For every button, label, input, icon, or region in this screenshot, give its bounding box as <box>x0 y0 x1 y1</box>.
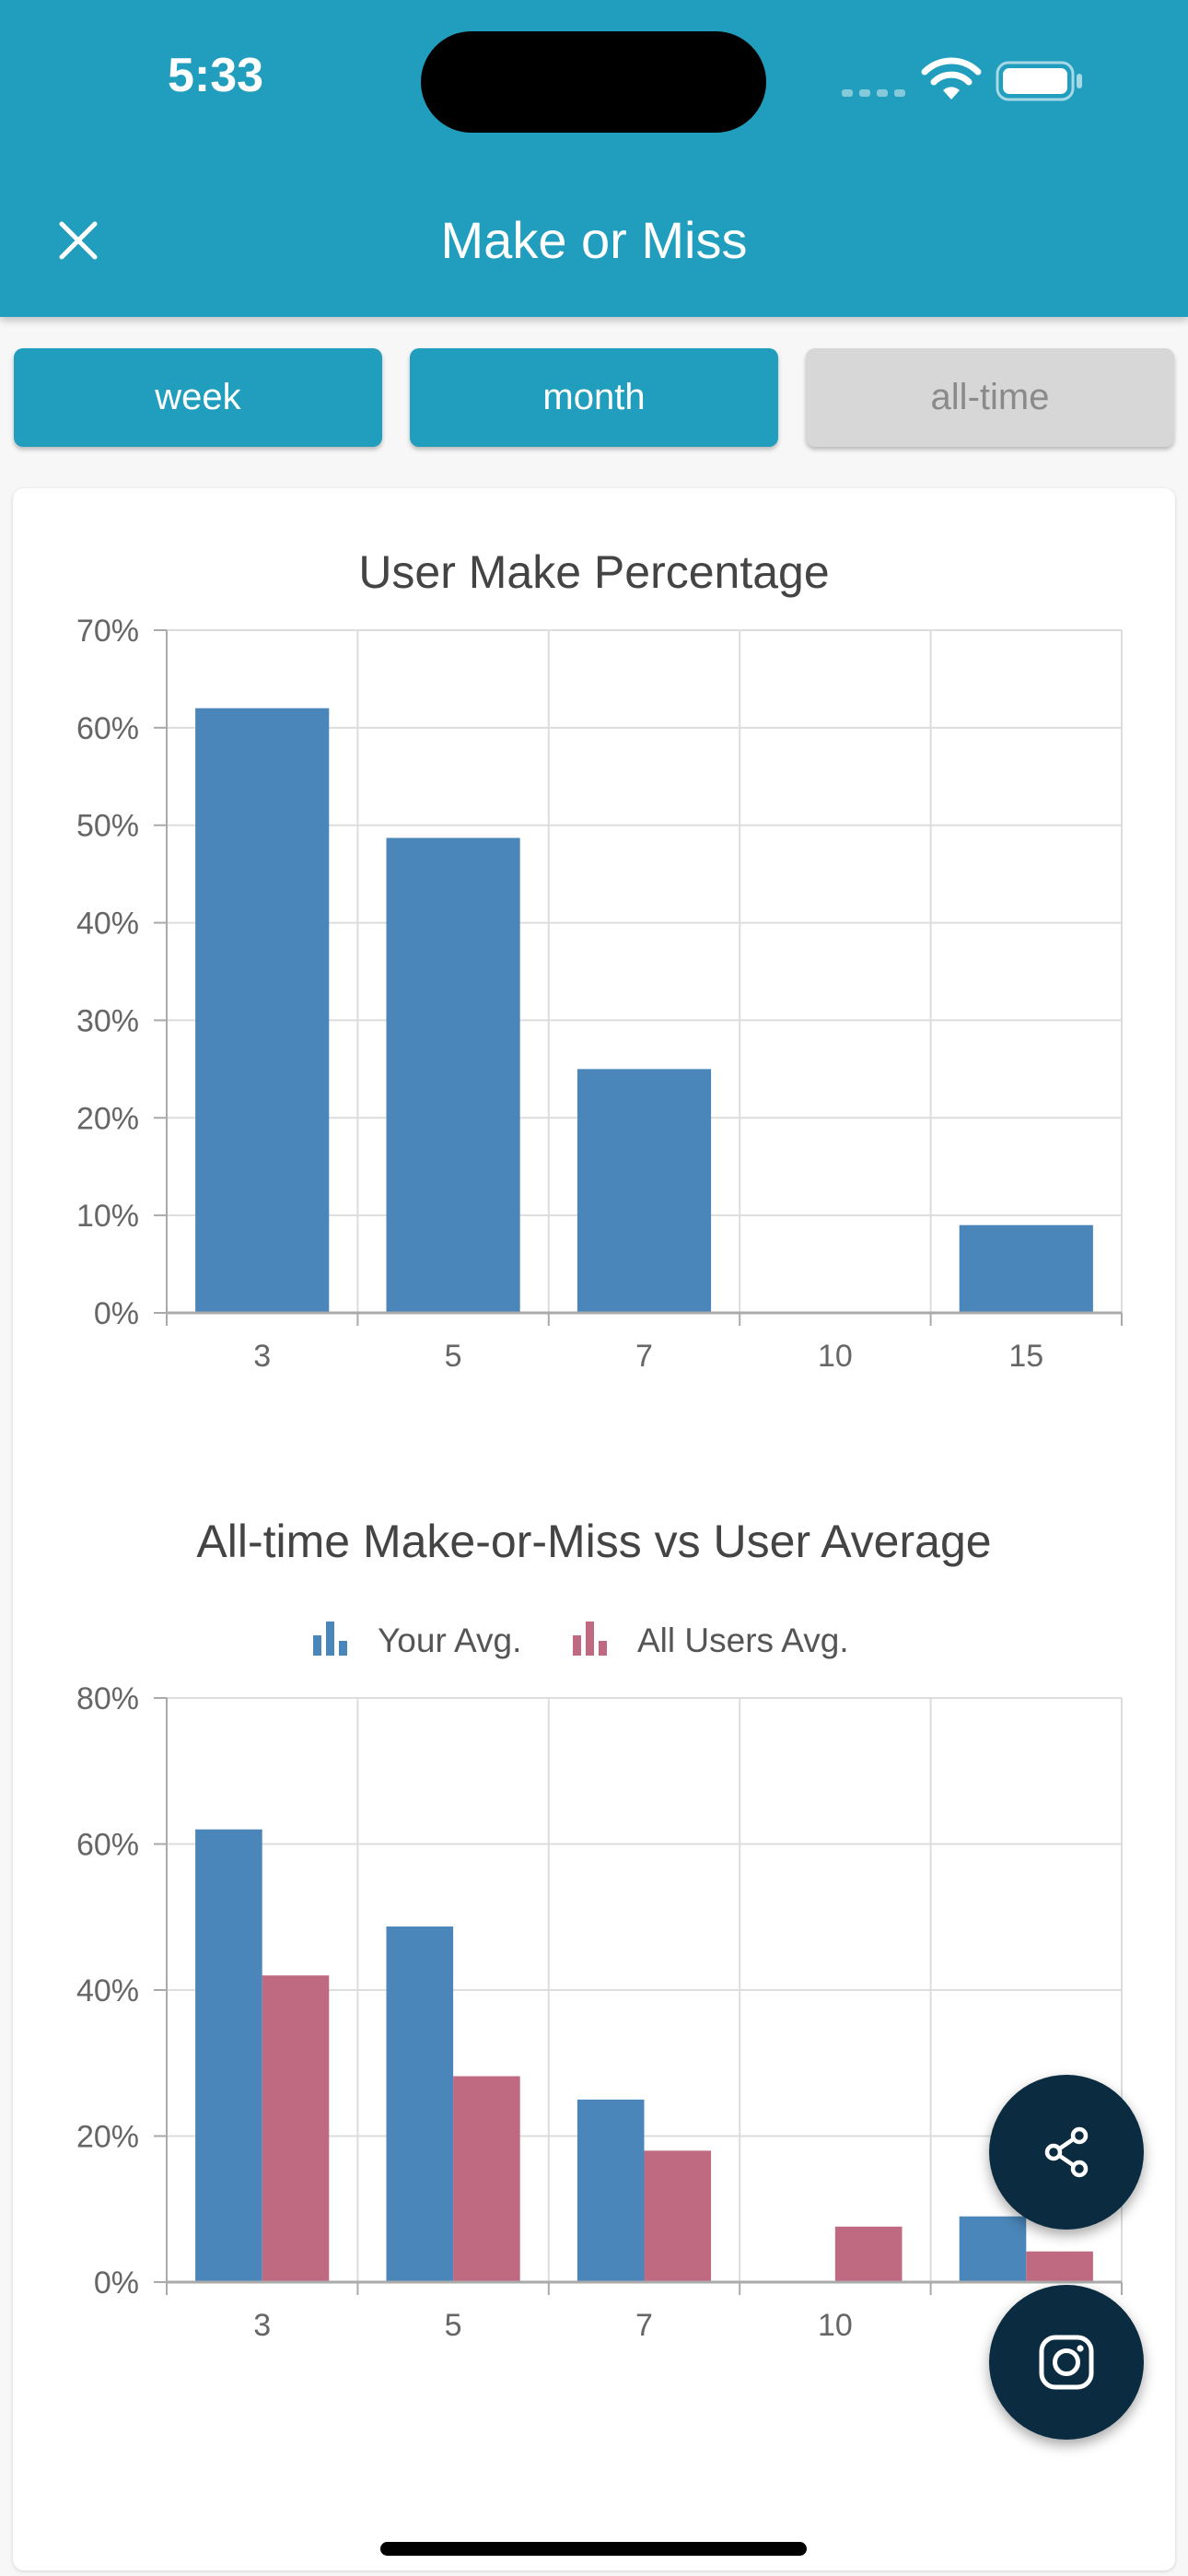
chart-title: User Make Percentage <box>358 546 829 598</box>
chart-title: All-time Make-or-Miss vs User Average <box>196 1516 991 1567</box>
dynamic-island <box>421 31 766 133</box>
y-tick-label: 70% <box>76 614 139 649</box>
bar-all-users-avg-10[interactable] <box>834 2226 903 2282</box>
y-tick-label: 60% <box>76 1828 139 1863</box>
legend-swatch <box>599 1641 607 1656</box>
bar-your-avg-5[interactable] <box>386 1926 454 2282</box>
x-tick-label: 7 <box>635 1339 653 1374</box>
bar-15[interactable] <box>959 1224 1093 1313</box>
x-tick-label: 7 <box>635 2308 653 2343</box>
tab-month[interactable]: month <box>410 348 778 447</box>
y-tick-label: 40% <box>76 907 139 942</box>
bar-your-avg-15[interactable] <box>959 2216 1027 2282</box>
y-tick-label: 0% <box>94 2266 139 2301</box>
y-tick-label: 10% <box>76 1199 139 1234</box>
tab-week[interactable]: week <box>14 348 382 447</box>
legend-swatch <box>313 1635 321 1656</box>
y-tick-label: 30% <box>76 1003 139 1038</box>
close-icon <box>59 221 98 260</box>
share-button[interactable] <box>989 2075 1144 2230</box>
share-icon <box>1044 2126 1089 2178</box>
bar-all-users-avg-7[interactable] <box>644 2150 712 2282</box>
make-or-miss-vs-average-chart: All-time Make-or-Miss vs User Average Yo… <box>76 1516 1123 2343</box>
x-tick-label: 15 <box>1008 1339 1043 1374</box>
bar-all-users-avg-3[interactable] <box>262 1975 330 2282</box>
y-tick-label: 20% <box>76 2120 139 2155</box>
y-tick-label: 40% <box>76 1973 139 2008</box>
legend-swatch <box>573 1635 581 1656</box>
y-tick-label: 0% <box>94 1296 139 1331</box>
instagram-icon <box>1039 2335 1094 2390</box>
legend-item[interactable]: All Users Avg. <box>573 1622 849 1659</box>
bar-your-avg-7[interactable] <box>577 2099 645 2282</box>
status-time: 5:33 <box>168 49 264 102</box>
legend-label: All Users Avg. <box>637 1622 849 1659</box>
user-make-percentage-chart: User Make Percentage 0% 10% 20% 30% 40% 50% 60… <box>76 546 1123 1374</box>
x-tick-label: 10 <box>818 2308 853 2343</box>
signal-icon <box>842 89 905 97</box>
app-header: 5:33 Make or Miss <box>0 0 1188 317</box>
legend-swatch <box>339 1641 347 1656</box>
tab-all-time[interactable]: all-time <box>806 348 1174 447</box>
page-title: Make or Miss <box>440 211 748 269</box>
bar-all-users-avg-15[interactable] <box>1026 2251 1093 2282</box>
bar-3[interactable] <box>195 708 330 1313</box>
y-tick-label: 50% <box>76 809 139 844</box>
bar-all-users-avg-5[interactable] <box>453 2076 520 2282</box>
x-tick-label: 3 <box>253 1339 271 1374</box>
bar-5[interactable] <box>386 837 520 1313</box>
close-button[interactable] <box>48 210 109 271</box>
battery-icon <box>996 61 1082 101</box>
y-tick-label: 60% <box>76 711 139 746</box>
legend-swatch <box>586 1622 594 1656</box>
y-tick-label: 80% <box>76 1681 139 1716</box>
x-tick-label: 3 <box>253 2308 271 2343</box>
instagram-button[interactable] <box>989 2285 1144 2440</box>
legend-swatch <box>326 1622 334 1656</box>
bar-your-avg-3[interactable] <box>195 1829 262 2282</box>
legend-label: Your Avg. <box>378 1622 521 1659</box>
home-indicator <box>380 2542 807 2556</box>
x-tick-label: 5 <box>445 2308 462 2343</box>
legend-item[interactable]: Your Avg. <box>313 1622 521 1659</box>
x-tick-label: 10 <box>818 1339 853 1374</box>
chart-legend: Your Avg. All Users Avg. <box>313 1622 849 1659</box>
x-tick-label: 5 <box>445 1339 462 1374</box>
wifi-icon <box>921 57 982 100</box>
y-tick-label: 20% <box>76 1101 139 1136</box>
bar-7[interactable] <box>577 1069 712 1313</box>
